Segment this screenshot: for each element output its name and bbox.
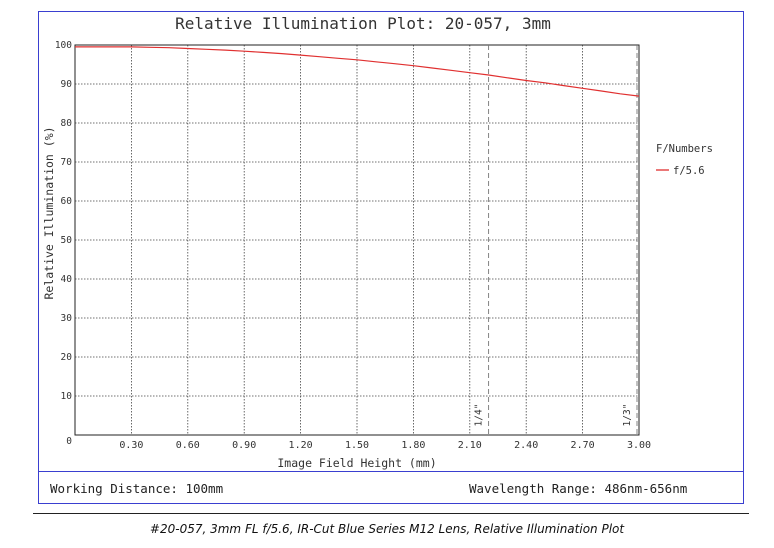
y-tick-label: 0 <box>66 436 72 447</box>
x-tick-labels: 0.30 0.60 0.90 1.20 1.50 1.80 2.10 2.40 2.70 3.00 <box>119 440 651 451</box>
x-tick-label: 3.00 <box>627 440 651 451</box>
caption-rule <box>33 513 749 514</box>
y-tick-label: 80 <box>61 118 73 129</box>
y-tick-label: 10 <box>61 391 73 402</box>
footer-divider <box>38 471 744 472</box>
y-tick-label: 40 <box>61 274 73 285</box>
plot-area <box>74 44 640 436</box>
x-tick-label: 1.80 <box>401 440 425 451</box>
plot-frame <box>38 11 744 504</box>
reference-line-label: 1/4" <box>474 404 485 427</box>
reference-lines: 1/4" 1/3" <box>474 45 638 435</box>
figure-caption: #20-057, 3mm FL f/5.6, IR-Cut Blue Serie… <box>149 522 625 536</box>
chart-title: Relative Illumination Plot: 20-057, 3mm <box>175 14 551 33</box>
series-layer <box>75 46 640 97</box>
y-tick-label: 20 <box>61 352 73 363</box>
x-tick-label: 1.20 <box>289 440 313 451</box>
working-distance-text: Working Distance: 100mm <box>50 481 224 496</box>
y-tick-label: 90 <box>61 79 73 90</box>
legend: F/Numbers f/5.6 <box>656 143 713 177</box>
y-tick-label: 60 <box>61 196 73 207</box>
x-axis-label: Image Field Height (mm) <box>277 456 436 470</box>
y-tick-label: 30 <box>61 313 73 324</box>
series-line <box>75 46 640 97</box>
x-tick-label: 2.10 <box>458 440 482 451</box>
reference-line-label: 1/3" <box>622 404 633 427</box>
wavelength-range-text: Wavelength Range: 486nm-656nm <box>469 481 688 496</box>
legend-title: F/Numbers <box>656 143 713 155</box>
y-tick-label: 70 <box>61 157 73 168</box>
x-tick-label: 2.40 <box>514 440 538 451</box>
x-tick-label: 2.70 <box>571 440 595 451</box>
y-tick-label: 50 <box>61 235 73 246</box>
x-tick-label: 0.30 <box>119 440 143 451</box>
y-tick-label: 100 <box>55 40 72 51</box>
x-tick-label: 1.50 <box>345 440 369 451</box>
x-tick-label: 0.90 <box>232 440 256 451</box>
x-tick-label: 0.60 <box>176 440 200 451</box>
y-axis-label: Relative Illumination (%) <box>42 126 56 299</box>
legend-entry: f/5.6 <box>673 165 705 177</box>
grid-layer <box>75 45 639 435</box>
y-tick-labels: 0 10 20 30 40 50 60 70 80 90 100 <box>55 40 72 447</box>
